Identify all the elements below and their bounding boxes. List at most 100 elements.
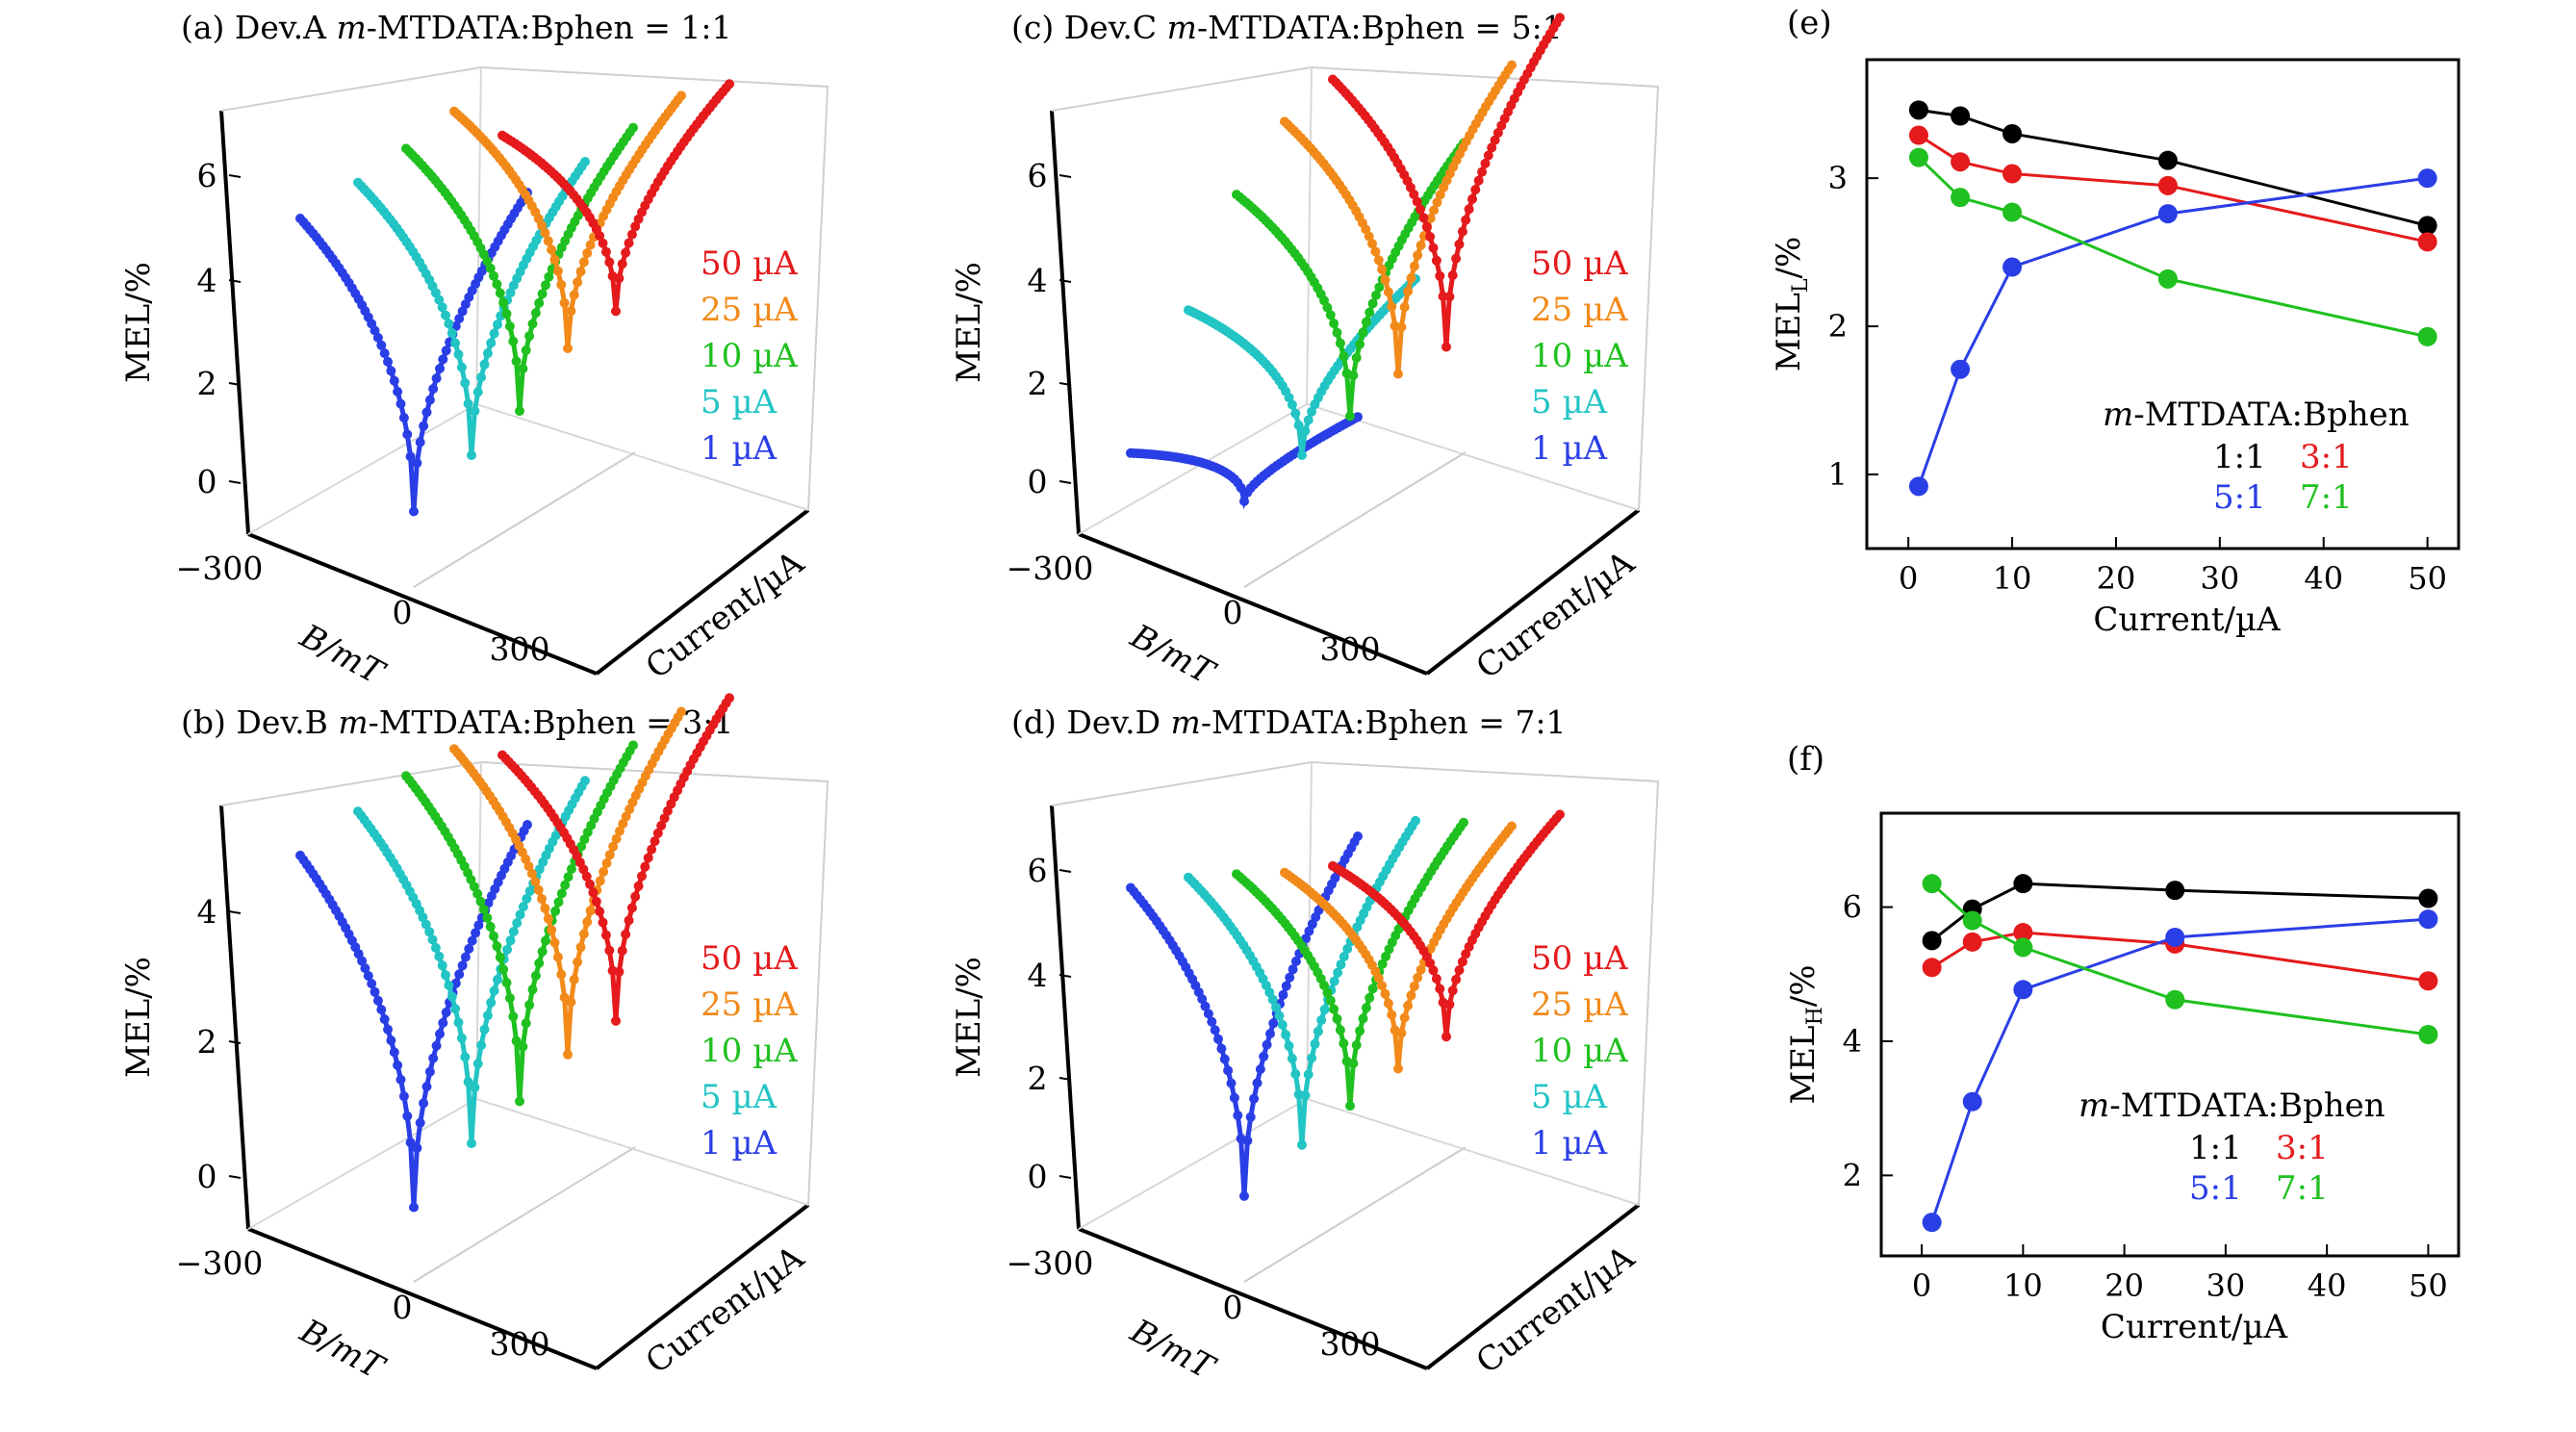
data-point bbox=[376, 1005, 387, 1015]
floor-edge bbox=[1078, 1098, 1308, 1230]
series-1A bbox=[1126, 412, 1363, 510]
data-point bbox=[2013, 937, 2033, 958]
floor-edge bbox=[1306, 403, 1640, 511]
legend-entry: 5 µA bbox=[1531, 1078, 1608, 1116]
data-point bbox=[1962, 1091, 1982, 1112]
x-tick-label: 50 bbox=[2409, 1267, 2448, 1304]
series-5-1 bbox=[1922, 909, 2438, 1233]
data-point bbox=[1403, 1001, 1414, 1010]
z-tick-label: 4 bbox=[1028, 262, 1048, 299]
data-point bbox=[578, 929, 589, 939]
legend-entry: 10 µA bbox=[1531, 1032, 1628, 1070]
y-tick-label: 3 bbox=[1828, 160, 1848, 196]
data-point bbox=[472, 1059, 483, 1069]
legend-entry: 3:1 bbox=[2300, 438, 2353, 476]
data-point bbox=[1428, 243, 1439, 253]
data-point bbox=[1307, 1053, 1317, 1063]
data-point bbox=[624, 915, 634, 926]
data-point bbox=[617, 259, 627, 269]
data-point bbox=[1333, 967, 1343, 978]
data-point bbox=[456, 362, 467, 372]
z-axis-line bbox=[1050, 110, 1081, 535]
data-point bbox=[1329, 976, 1339, 986]
data-point bbox=[1242, 1136, 1253, 1146]
data-point bbox=[1307, 406, 1317, 417]
series-3-1 bbox=[1908, 125, 2437, 252]
data-point bbox=[398, 1091, 409, 1102]
data-point bbox=[580, 157, 590, 166]
data-point bbox=[363, 971, 373, 981]
z-tick bbox=[1058, 1077, 1072, 1081]
data-point bbox=[478, 905, 489, 914]
x-axis-label: B/mT bbox=[293, 617, 392, 694]
legend-entry: 1 µA bbox=[701, 1124, 778, 1163]
data-point bbox=[511, 1036, 522, 1046]
data-point bbox=[617, 945, 627, 956]
data-point bbox=[1922, 874, 1942, 894]
data-point bbox=[1319, 980, 1329, 990]
series-10A bbox=[1232, 817, 1468, 1112]
data-point bbox=[595, 907, 605, 917]
data-point bbox=[1429, 205, 1440, 216]
data-point bbox=[647, 844, 657, 855]
legend-entry: 5 µA bbox=[701, 1078, 778, 1116]
data-point bbox=[409, 506, 419, 517]
y-tick-label: 2 bbox=[1828, 308, 1848, 345]
legend-entry: 3:1 bbox=[2276, 1129, 2329, 1167]
data-point bbox=[434, 951, 445, 961]
x-tick-label: 300 bbox=[490, 630, 550, 668]
data-point bbox=[522, 893, 532, 904]
data-point bbox=[2417, 326, 2437, 346]
data-point bbox=[676, 706, 686, 717]
data-point bbox=[437, 302, 447, 313]
data-point bbox=[415, 437, 425, 448]
data-point bbox=[2157, 268, 2178, 289]
data-point bbox=[1332, 327, 1342, 338]
data-point bbox=[1239, 1190, 1249, 1201]
data-point bbox=[421, 407, 432, 418]
data-point bbox=[1418, 213, 1429, 223]
data-point bbox=[618, 818, 628, 829]
floor-edge bbox=[247, 1098, 477, 1230]
z-tick bbox=[1058, 480, 1072, 484]
data-point bbox=[485, 263, 496, 273]
series-5A bbox=[1184, 273, 1420, 460]
data-point bbox=[1339, 351, 1349, 362]
data-point bbox=[467, 935, 477, 946]
data-point bbox=[1406, 273, 1416, 283]
data-point bbox=[1207, 1016, 1217, 1027]
data-point bbox=[486, 338, 497, 348]
panel-3d-3: (d) Dev.D m-MTDATA:Bphen = 7:1 0 2 4 6 −300 0 3… bbox=[950, 703, 1660, 1388]
panel-label: (e) bbox=[1787, 4, 1832, 42]
data-point bbox=[1393, 1063, 1403, 1074]
data-point bbox=[537, 220, 547, 231]
panel-title-rest: -MTDATA:Bphen = 1:1 bbox=[367, 9, 732, 46]
z-tick-label: 6 bbox=[1028, 852, 1048, 889]
data-point bbox=[1290, 408, 1301, 419]
z-tick bbox=[228, 382, 242, 386]
data-point bbox=[469, 882, 479, 892]
data-point bbox=[656, 820, 667, 831]
data-point bbox=[460, 1052, 471, 1062]
data-point bbox=[676, 90, 686, 101]
back-edge bbox=[1051, 65, 1660, 511]
data-point bbox=[412, 458, 422, 469]
z-tick-label: 2 bbox=[197, 365, 217, 402]
data-point bbox=[2002, 202, 2023, 222]
z-tick bbox=[1058, 869, 1072, 873]
data-point bbox=[1310, 1038, 1320, 1049]
data-point bbox=[530, 970, 541, 981]
data-point bbox=[1922, 1213, 1942, 1233]
y-axis-label: MEL/% bbox=[950, 262, 988, 383]
y-axis-label-main: MEL bbox=[1784, 1025, 1823, 1104]
series-50A bbox=[497, 79, 734, 317]
data-point bbox=[1432, 197, 1442, 208]
data-point bbox=[441, 345, 451, 356]
data-point bbox=[498, 297, 509, 308]
x-tick-label: 0 bbox=[1912, 1267, 1931, 1304]
data-point bbox=[1396, 1028, 1407, 1038]
panel-3d-2: (b) Dev.B m-MTDATA:Bphen = 3:1 0 2 4 −300 0 30… bbox=[119, 693, 829, 1388]
data-point bbox=[2417, 168, 2437, 189]
x-tick-label: 0 bbox=[393, 1289, 413, 1326]
data-point bbox=[582, 248, 593, 258]
